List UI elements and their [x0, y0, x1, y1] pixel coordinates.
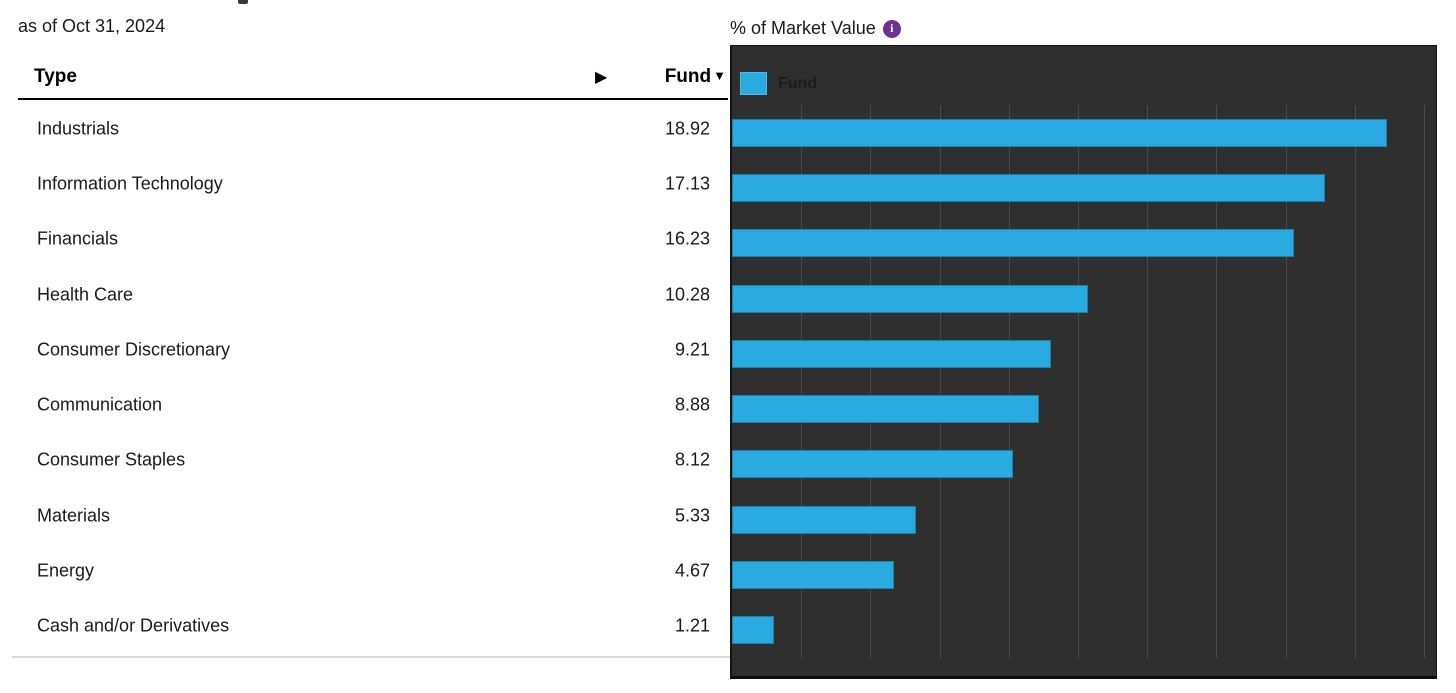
- sector-fund-value: 10.28: [664, 284, 710, 305]
- gridline-10: [1078, 105, 1079, 658]
- table-row: Consumer Staples 8.12: [18, 433, 728, 488]
- market-value-bar-chart: Fund: [730, 45, 1437, 679]
- gridline-2: [801, 105, 803, 658]
- sector-fund-value: 1.21: [674, 615, 710, 636]
- bar-health-care[interactable]: [732, 284, 1088, 313]
- table-header-row: Type ▶ Fund ▼: [18, 58, 728, 100]
- legend-label-fund: Fund: [778, 74, 818, 92]
- sector-table-body: Industrials 18.92 Information Technology…: [18, 101, 728, 654]
- sector-name: Energy: [37, 560, 95, 581]
- sector-fund-value: 5.33: [674, 505, 710, 526]
- sector-name: Cash and/or Derivatives: [37, 615, 230, 636]
- legend-item-fund[interactable]: Fund: [740, 72, 817, 95]
- sector-fund-value: 4.67: [674, 560, 710, 581]
- gridline-6: [939, 105, 941, 658]
- bar-energy[interactable]: [732, 561, 894, 590]
- chart-title-row: % of Market Value i: [730, 18, 901, 39]
- column-header-fund-sort[interactable]: Fund ▼: [665, 66, 726, 88]
- table-row: Industrials 18.92: [18, 101, 728, 156]
- sector-fund-value: 18.92: [664, 118, 710, 139]
- bar-information-technology[interactable]: [732, 173, 1325, 202]
- sector-name: Health Care: [37, 284, 134, 305]
- sector-name: Financials: [37, 228, 119, 249]
- table-row: Health Care 10.28: [18, 267, 728, 322]
- sector-name: Industrials: [37, 118, 120, 139]
- info-icon[interactable]: i: [882, 19, 901, 38]
- table-row: Information Technology 17.13: [18, 156, 728, 211]
- sector-name: Communication: [37, 394, 163, 415]
- sector-fund-value: 9.21: [674, 339, 710, 360]
- chart-title: % of Market Value: [730, 18, 876, 38]
- clipped-ui-artifact: [238, 0, 248, 4]
- gridline-20: [1424, 105, 1425, 658]
- sector-name: Consumer Discretionary: [37, 339, 231, 360]
- gridline-18: [1354, 105, 1356, 658]
- column-header-type[interactable]: Type: [34, 66, 77, 87]
- bar-consumer-staples[interactable]: [732, 450, 1013, 479]
- scroll-columns-right-icon[interactable]: ▶: [595, 69, 608, 86]
- sector-fund-value: 8.12: [674, 449, 710, 470]
- gridline-4: [870, 105, 872, 658]
- bar-consumer-discretionary[interactable]: [732, 339, 1051, 368]
- table-bottom-divider: [12, 656, 730, 658]
- table-row: Materials 5.33: [18, 488, 728, 543]
- table-row: Cash and/or Derivatives 1.21: [18, 599, 728, 654]
- bar-industrials[interactable]: [732, 118, 1387, 147]
- bar-materials[interactable]: [732, 505, 917, 534]
- sector-name: Information Technology: [37, 173, 223, 194]
- gridline-8: [1008, 105, 1010, 658]
- bar-financials[interactable]: [732, 229, 1294, 258]
- sector-fund-value: 8.88: [674, 394, 710, 415]
- table-row: Consumer Discretionary 9.21: [18, 322, 728, 377]
- gridline-16: [1285, 105, 1287, 658]
- table-row: Communication 8.88: [18, 377, 728, 432]
- sector-fund-value: 16.23: [664, 228, 710, 249]
- sector-fund-value: 17.13: [664, 173, 710, 194]
- bar-communication[interactable]: [732, 395, 1040, 424]
- sector-name: Materials: [37, 505, 111, 526]
- bar-cash-and-or-derivatives[interactable]: [732, 616, 774, 645]
- gridline-14: [1216, 105, 1218, 658]
- legend-swatch-fund: [740, 72, 767, 95]
- sort-descending-icon: ▼: [713, 68, 726, 83]
- column-header-fund-label: Fund: [664, 66, 712, 87]
- table-row: Financials 16.23: [18, 212, 728, 267]
- table-row: Energy 4.67: [18, 543, 728, 598]
- gridline-12: [1147, 105, 1149, 658]
- as-of-date: as of Oct 31, 2024: [18, 16, 166, 36]
- sector-name: Consumer Staples: [37, 449, 186, 470]
